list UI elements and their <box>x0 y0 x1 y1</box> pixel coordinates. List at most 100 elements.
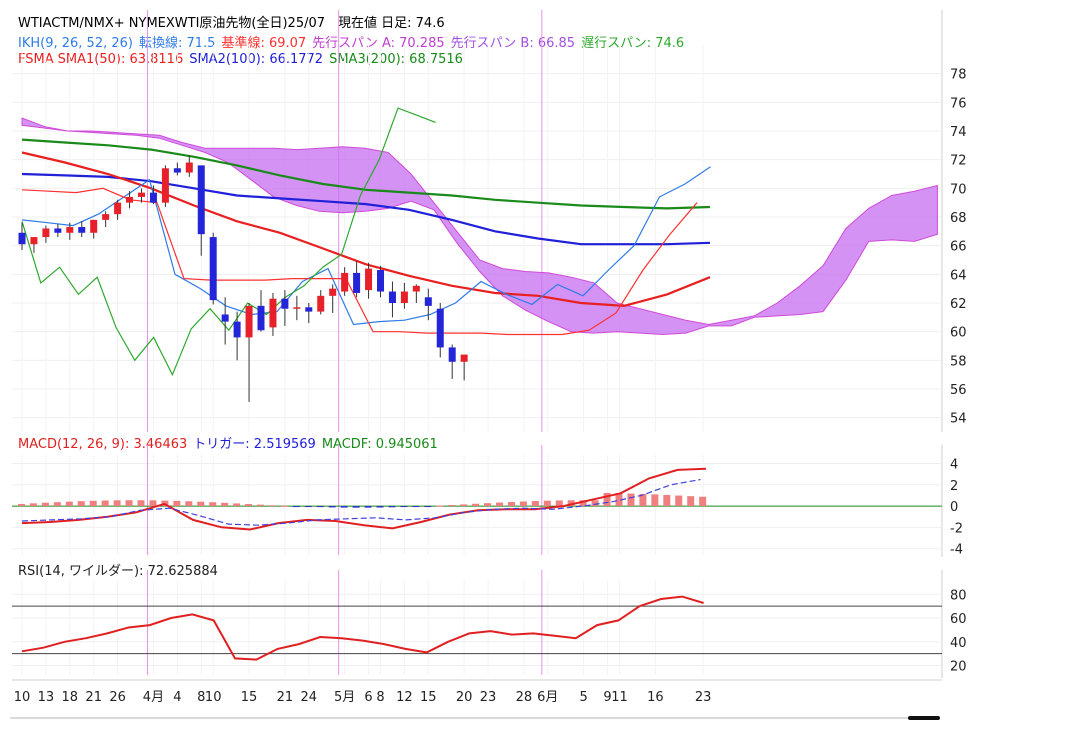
rsi-legend: RSI(14, ワイルダー): 72.625884 <box>18 560 224 579</box>
candle-down <box>173 168 181 173</box>
macdf-bar <box>543 500 551 507</box>
macd-tick-label: 4 <box>950 458 958 473</box>
candle-down <box>221 314 229 322</box>
chart-scrollbar-track[interactable] <box>10 717 940 719</box>
ichimoku-legend: IKH(9, 26, 52, 26) 転換線: 71.5 基準線: 69.07 先行ス… <box>18 32 690 51</box>
x-tick-label: 13 <box>38 690 55 705</box>
x-tick-label: 21 <box>85 690 102 705</box>
macdf-bar <box>376 506 384 508</box>
rsi-line <box>21 595 704 661</box>
macdf-bar <box>280 505 288 507</box>
macdf-bar <box>29 503 37 507</box>
macdf-bar <box>316 506 324 508</box>
candle-up <box>269 298 277 328</box>
candle-up <box>293 307 301 309</box>
rsi-value: RSI(14, ワイルダー): 72.625884 <box>18 564 218 579</box>
candle-up <box>365 268 373 291</box>
sma1-line <box>21 151 711 308</box>
macdf-bar <box>197 501 205 507</box>
x-tick-label: 26 <box>109 690 126 705</box>
price-tick-label: 74 <box>950 125 967 140</box>
sma2-value: SMA2(100): 66.1772 <box>189 52 324 67</box>
candle-down <box>197 165 205 235</box>
macdf-bar <box>328 506 336 508</box>
candle-up <box>102 214 110 220</box>
candle-up <box>329 288 337 296</box>
chart-scrollbar-thumb[interactable] <box>908 716 940 720</box>
candle-down <box>54 228 62 233</box>
candle-up <box>460 354 468 362</box>
macdf-bar <box>555 500 563 507</box>
candle-down <box>424 297 432 306</box>
macdf-bar <box>591 500 599 507</box>
macdf-bar <box>41 502 49 507</box>
macdf-bar <box>675 495 683 507</box>
span-b-value: 先行スパン B: 66.85 <box>450 36 576 51</box>
rsi-tick-label: 40 <box>950 636 967 651</box>
price-tick-label: 78 <box>950 68 967 83</box>
macdf-bar <box>245 504 253 507</box>
macdf-bar <box>627 493 635 507</box>
macdf-bar <box>519 501 527 507</box>
macdf-bar <box>364 506 372 508</box>
candle-up <box>412 285 420 292</box>
macdf-bar <box>101 500 109 507</box>
x-tick-label: 12 <box>396 690 413 705</box>
macdf-bar <box>304 506 312 508</box>
instrument-title: WTIACTM/NMX+ NYMEXWTI原油先物(全日)25/07 現在値 日… <box>18 16 445 31</box>
macdf-bar <box>567 500 575 507</box>
candle-up <box>90 219 98 233</box>
price-tick-label: 58 <box>950 354 967 369</box>
sma-legend: FSMA SMA1(50): 63.8116 SMA2(100): 66.1772 S… <box>18 52 469 67</box>
sma3-value: SMA3(200): 68.7516 <box>329 52 463 67</box>
x-tick-label: 18 <box>62 690 79 705</box>
macdf-bar <box>472 503 480 507</box>
candle-down <box>209 237 217 301</box>
price-tick-label: 70 <box>950 182 967 197</box>
macd-tick-label: -4 <box>950 543 963 558</box>
x-tick-label: 8 <box>376 690 384 705</box>
macdf-bar <box>65 501 73 507</box>
candle-up <box>114 202 122 215</box>
macdf-bar <box>388 506 396 508</box>
macdf-bar <box>125 500 133 507</box>
tenkan-line <box>21 166 711 326</box>
x-tick-label: 23 <box>695 690 712 705</box>
macdf-bar <box>18 503 25 507</box>
x-tick-label: 11 <box>611 690 628 705</box>
ichimoku-cloud <box>21 117 938 336</box>
macdf-bar <box>412 506 420 508</box>
macdf-bar <box>257 504 264 507</box>
macdf-bar <box>699 496 707 507</box>
macdf-bar <box>185 501 193 507</box>
macdf-bar <box>268 505 276 507</box>
x-tick-label: 15 <box>420 690 437 705</box>
macdf-bar <box>292 506 300 508</box>
macdf-bar <box>531 501 539 507</box>
x-tick-label: 20 <box>456 690 473 705</box>
macdf-bar <box>53 502 61 507</box>
macdf-bar <box>209 502 217 507</box>
fsma-label: FSMA <box>18 52 54 67</box>
macdf-bar <box>484 503 492 507</box>
candle-up <box>317 295 325 312</box>
candle-down <box>377 270 384 292</box>
macdf-bar <box>352 506 360 508</box>
span-a-value: 先行スパン A: 70.285 <box>312 36 445 51</box>
candle-down <box>436 308 444 348</box>
candle-up <box>341 272 349 292</box>
candle-up <box>126 196 134 203</box>
candle-down <box>149 192 157 203</box>
x-tick-label: 10 <box>14 690 31 705</box>
candle-down <box>448 347 456 362</box>
x-tick-label: 15 <box>241 690 258 705</box>
macd-line <box>21 467 707 531</box>
candle-up <box>245 305 253 338</box>
macd-legend: MACD(12, 26, 9): 3.46463 トリガー: 2.519569 MA… <box>18 433 444 452</box>
candle-up <box>400 291 408 303</box>
price-tick-label: 54 <box>950 412 967 427</box>
candle-down <box>388 291 396 303</box>
candle-down <box>257 305 265 331</box>
macdf-value: MACDF: 0.945061 <box>321 437 438 452</box>
